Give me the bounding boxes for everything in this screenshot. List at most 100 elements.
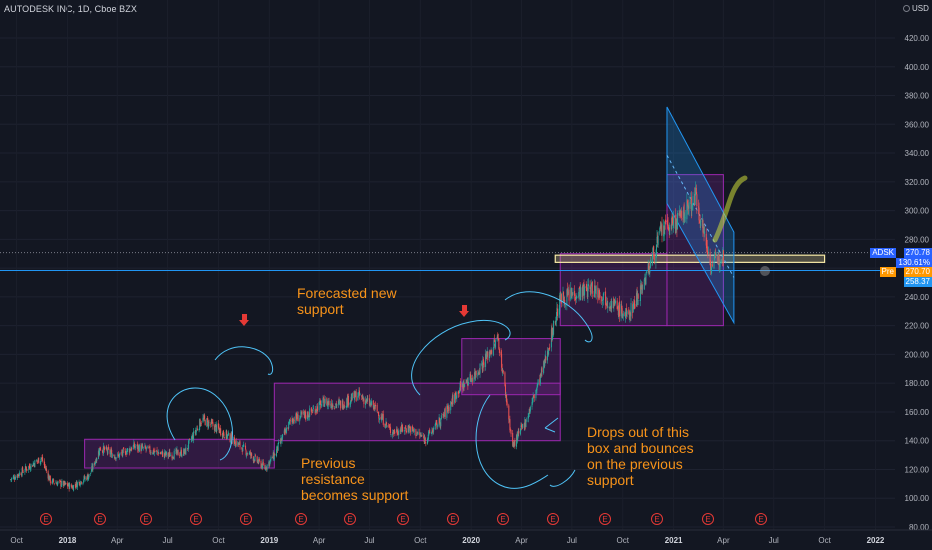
candle-body [152,450,154,455]
currency-selector[interactable]: USD [903,4,929,13]
earnings-marker[interactable]: E [755,513,767,525]
candle-body [403,430,405,432]
candle-body [407,425,409,433]
candle-body [549,347,551,349]
candle-body [624,312,626,317]
candle-body [177,450,179,452]
earnings-marker[interactable]: E [140,513,152,525]
candle-body [214,424,216,432]
candle-body [334,408,336,409]
earnings-marker[interactable]: E [397,513,409,525]
candle-body [253,459,255,461]
candle-body [679,211,681,216]
candle-body [648,265,650,269]
candle-body [393,430,395,434]
candle-body [485,353,487,367]
earnings-marker[interactable]: E [40,513,52,525]
candle-body [594,285,596,288]
candle-body [26,469,28,471]
candle-body [224,437,226,439]
candle-body [319,400,321,404]
candle-body [389,426,391,428]
earnings-marker[interactable]: E [94,513,106,525]
candle-body [586,290,588,298]
candle-body [245,445,247,450]
candle-body [421,435,423,436]
candle-body [691,205,693,212]
candle-body [450,402,452,403]
candle-body [303,410,305,415]
earnings-marker[interactable]: E [240,513,252,525]
candle-body [242,444,244,446]
candle-body [386,425,388,427]
candle-body [390,434,392,435]
candle-body [552,327,554,335]
candle-body [323,397,325,398]
earnings-marker[interactable]: E [295,513,307,525]
candle-body [701,219,703,222]
candle-body [682,218,684,220]
candle-body [218,426,220,430]
candle-body [598,290,600,298]
candle-body [713,261,715,269]
earnings-marker[interactable]: E [190,513,202,525]
candle-body [264,466,266,470]
candle-body [459,389,461,394]
x-tick-label: Jul [769,536,779,545]
candle-body [171,454,173,459]
candle-body [136,444,138,447]
candle-body [643,279,645,290]
candle-body [508,405,510,420]
candle-body [532,397,534,403]
candle-body [540,373,542,376]
candle-body [509,429,511,431]
chart-title: AUTODESK INC, 1D, Cboe BZX [4,4,137,14]
candle-body [179,454,181,455]
candle-body [462,381,464,390]
candle-body [96,458,98,461]
candle-body [648,268,650,274]
candle-body [125,454,127,455]
candle-body [626,311,628,315]
candle-body [459,382,461,391]
candle-body [409,426,411,433]
earnings-marker[interactable]: E [497,513,509,525]
earnings-marker[interactable]: E [344,513,356,525]
candle-body [26,468,28,471]
candle-body [101,450,103,452]
candle-body [249,452,251,454]
candle-body [273,453,275,459]
earnings-marker[interactable]: E [599,513,611,525]
candle-body [308,416,310,417]
candle-body [38,457,40,464]
candle-body [696,194,698,207]
candle-body [690,197,692,212]
candle-body [296,417,298,419]
candle-body [250,452,252,456]
candle-body [199,419,201,427]
candle-body [614,301,616,303]
candle-body [440,418,442,427]
candle-body [193,431,195,441]
candle-body [196,427,198,430]
candle-body [332,405,334,408]
candle-body [486,350,488,356]
earnings-marker[interactable]: E [447,513,459,525]
candle-body [715,255,717,256]
earnings-marker[interactable]: E [651,513,663,525]
candle-body [529,408,531,411]
candle-body [299,415,301,418]
candle-body [28,465,30,467]
candle-body [678,212,680,216]
candle-body [57,482,59,486]
earnings-marker[interactable]: E [702,513,714,525]
candle-body [636,292,638,307]
candle-body [338,400,340,402]
candle-body [435,420,437,422]
earnings-marker[interactable]: E [547,513,559,525]
candle-body [366,398,368,403]
candle-body [210,423,212,425]
candle-body [187,447,189,449]
candle-body [435,421,437,424]
